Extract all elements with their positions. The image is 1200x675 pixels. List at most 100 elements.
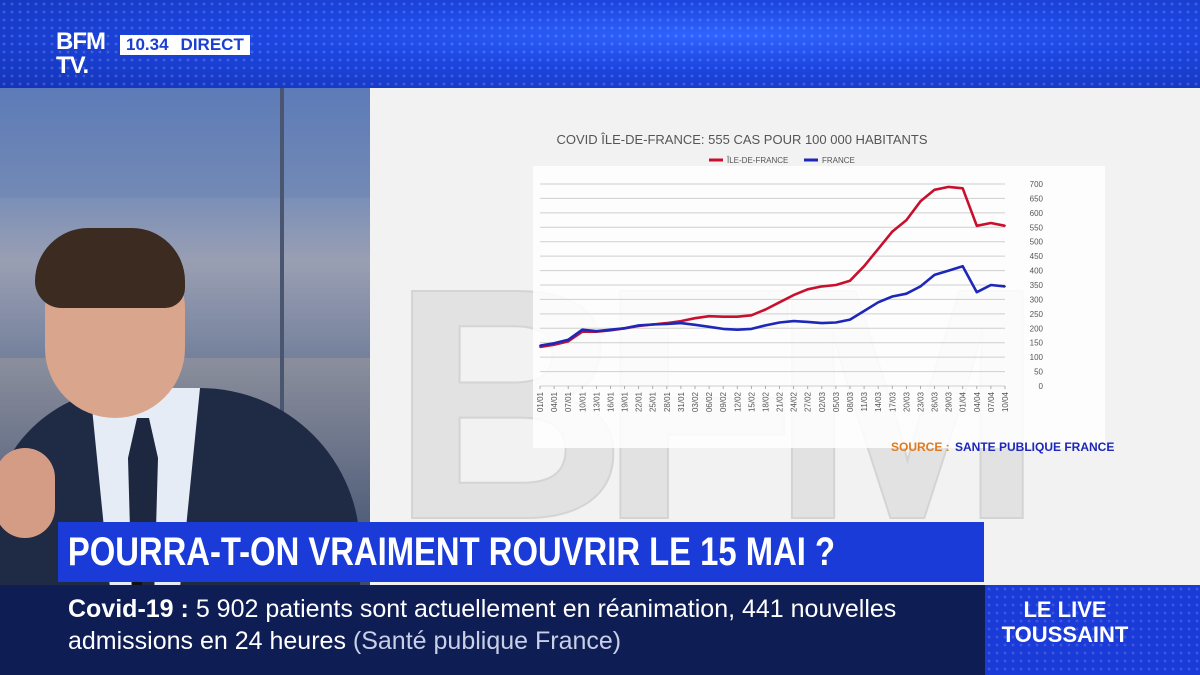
y-tick-label: 400 (1030, 267, 1044, 276)
y-tick-label: 300 (1030, 295, 1044, 304)
y-tick-label: 0 (1039, 382, 1044, 391)
series-point (863, 310, 865, 312)
covid-line-chart: 0 50 100 150 200 250 300 350 400 450 500 550 600 650 7… (533, 132, 1114, 454)
series-point (736, 315, 739, 318)
clock-time: 10.34 (126, 35, 169, 54)
series-point (975, 291, 978, 294)
series-point (539, 344, 541, 347)
y-tick-label: 100 (1030, 353, 1044, 362)
series-point (595, 330, 598, 333)
source-label: SOURCE : (891, 440, 950, 454)
x-tick-label: 27/02 (804, 391, 813, 412)
x-tick-label: 22/01 (635, 391, 644, 412)
series-line (539, 264, 1006, 347)
series-point (961, 187, 964, 190)
series-point (806, 288, 809, 291)
y-tick-label: 200 (1030, 324, 1044, 333)
x-tick-label: 01/01 (536, 391, 545, 412)
series-point (708, 325, 710, 328)
x-tick-label: 26/03 (931, 391, 940, 412)
window-frame (280, 88, 284, 585)
series-point (750, 314, 753, 317)
x-tick-label: 10/01 (578, 391, 587, 412)
chart-panel: BFM 050100150200250300350400450500550600… (370, 88, 1200, 585)
ticker-text: Covid-19 : 5 902 patients sont actuellem… (68, 593, 968, 657)
y-tick-label: 700 (1030, 180, 1044, 189)
series-point (806, 321, 809, 323)
ticker-body: 5 902 patients sont actuellement en réan… (68, 595, 897, 655)
x-tick-label: 16/01 (606, 391, 615, 412)
x-tick-label: 09/02 (719, 391, 728, 412)
series-point (849, 318, 851, 321)
source-name: SANTE PUBLIQUE FRANCE (955, 440, 1114, 454)
live-line-1: LE LIVE (1023, 597, 1107, 622)
series-point (919, 285, 922, 288)
series-point (820, 322, 823, 324)
presenter-hand (0, 448, 55, 538)
y-tick-label: 50 (1034, 368, 1043, 377)
series-point (961, 265, 964, 268)
x-tick-label: 20/03 (902, 391, 911, 412)
x-tick-label: 03/02 (691, 391, 700, 412)
x-tick-label: 14/03 (874, 391, 883, 412)
series-point (891, 295, 894, 298)
series-point (553, 342, 555, 345)
x-tick-label: 06/02 (705, 391, 714, 412)
series-point (694, 317, 696, 320)
y-tick-label: 650 (1030, 194, 1044, 203)
x-tick-label: 04/01 (550, 391, 559, 412)
x-tick-label: 13/01 (592, 391, 601, 412)
x-tick-label: 08/03 (846, 391, 855, 412)
series-point (609, 328, 612, 331)
series-point (919, 200, 922, 203)
series-point (905, 219, 908, 222)
x-tick-label: 18/02 (761, 391, 770, 412)
headline-banner: POURRA-T-ON VRAIMENT ROUVRIR LE 15 MAI ? (58, 522, 984, 582)
series-point (764, 324, 767, 327)
series-point (835, 284, 837, 286)
x-tick-label: 31/01 (677, 391, 686, 412)
series-point (877, 248, 880, 250)
series-point (835, 321, 837, 324)
series-point (637, 324, 640, 327)
series-point (990, 284, 992, 286)
y-tick-label: 600 (1030, 209, 1044, 218)
series-point (947, 269, 950, 272)
x-tick-label: 07/04 (987, 391, 996, 412)
headline-text: POURRA-T-ON VRAIMENT ROUVRIR LE 15 MAI ? (67, 530, 836, 574)
x-tick-label: 05/03 (832, 391, 841, 412)
series-point (933, 274, 936, 276)
logo-line-1: BFM (56, 28, 106, 55)
series-point (849, 279, 851, 282)
series-point (1004, 285, 1006, 288)
chart-legend: ÎLE-DE-FRANCE FRANCE (709, 156, 855, 165)
series-point (623, 327, 626, 330)
y-tick-label: 250 (1030, 310, 1044, 319)
live-show-box: LE LIVE TOUSSAINT (985, 585, 1200, 675)
live-show-title: LE LIVE TOUSSAINT (985, 597, 1145, 647)
y-tick-label: 550 (1030, 223, 1044, 232)
series-point (778, 321, 781, 324)
x-tick-label: 15/02 (747, 391, 756, 412)
x-tick-label: 10/04 (1001, 391, 1010, 412)
plot-background (533, 166, 1105, 448)
series-point (680, 320, 682, 322)
studio-camera-view (0, 88, 370, 585)
series-point (694, 323, 696, 326)
top-banner: BFM TV. 10.34 DIRECT (0, 0, 1200, 88)
x-tick-label: 29/03 (945, 391, 954, 412)
series-point (1004, 224, 1006, 227)
series-point (750, 328, 753, 330)
news-ticker: Covid-19 : 5 902 patients sont actuellem… (0, 585, 985, 675)
series-point (708, 315, 710, 318)
bfmtv-logo: BFM TV. (56, 28, 106, 78)
x-tick-label: 28/01 (663, 391, 672, 412)
y-tick-label: 150 (1030, 339, 1044, 348)
time-badge: 10.34 DIRECT (120, 35, 250, 55)
x-tick-label: 02/03 (818, 391, 827, 412)
series-point (820, 285, 823, 288)
series-point (792, 294, 795, 296)
series-point (680, 322, 682, 324)
series-point (975, 224, 978, 227)
x-tick-label: 17/03 (888, 391, 897, 412)
